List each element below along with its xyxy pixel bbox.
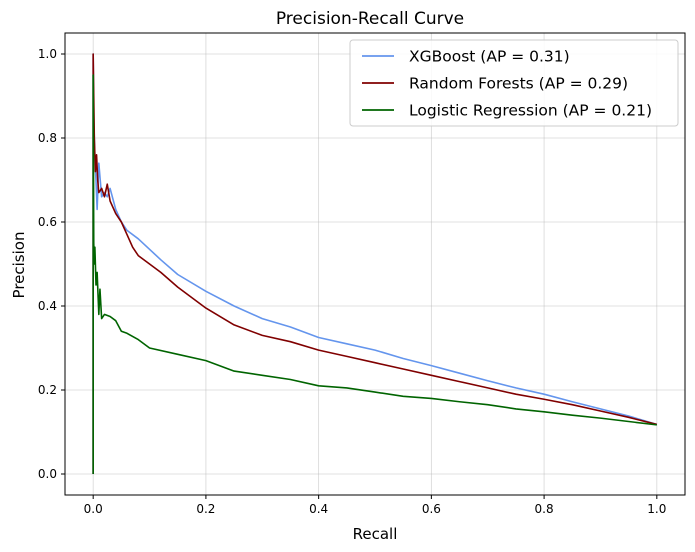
legend-label-1: Random Forests (AP = 0.29)	[409, 75, 628, 93]
y-tick-label: 0.4	[38, 299, 57, 313]
x-axis: 0.0 0.2 0.4 0.6 0.8 1.0	[84, 495, 667, 516]
x-tick-label: 0.8	[535, 502, 554, 516]
x-tick-label: 1.0	[647, 502, 666, 516]
legend-label-0: XGBoost (AP = 0.31)	[409, 48, 570, 66]
y-tick-label: 0.0	[38, 467, 57, 481]
legend-label-2: Logistic Regression (AP = 0.21)	[409, 102, 652, 120]
y-tick-label: 0.8	[38, 131, 57, 145]
y-tick-label: 0.2	[38, 383, 57, 397]
chart-title: Precision-Recall Curve	[276, 9, 464, 29]
y-tick-label: 1.0	[38, 47, 57, 61]
x-tick-label: 0.4	[309, 502, 328, 516]
x-tick-label: 0.0	[84, 502, 103, 516]
x-tick-label: 0.6	[422, 502, 441, 516]
x-tick-label: 0.2	[196, 502, 215, 516]
legend: XGBoost (AP = 0.31) Random Forests (AP = …	[350, 40, 678, 126]
x-axis-label: Recall	[353, 525, 398, 543]
y-tick-label: 0.6	[38, 215, 57, 229]
y-axis: 0.0 0.2 0.4 0.6 0.8 1.0	[38, 47, 65, 481]
y-axis-label: Precision	[10, 232, 28, 299]
